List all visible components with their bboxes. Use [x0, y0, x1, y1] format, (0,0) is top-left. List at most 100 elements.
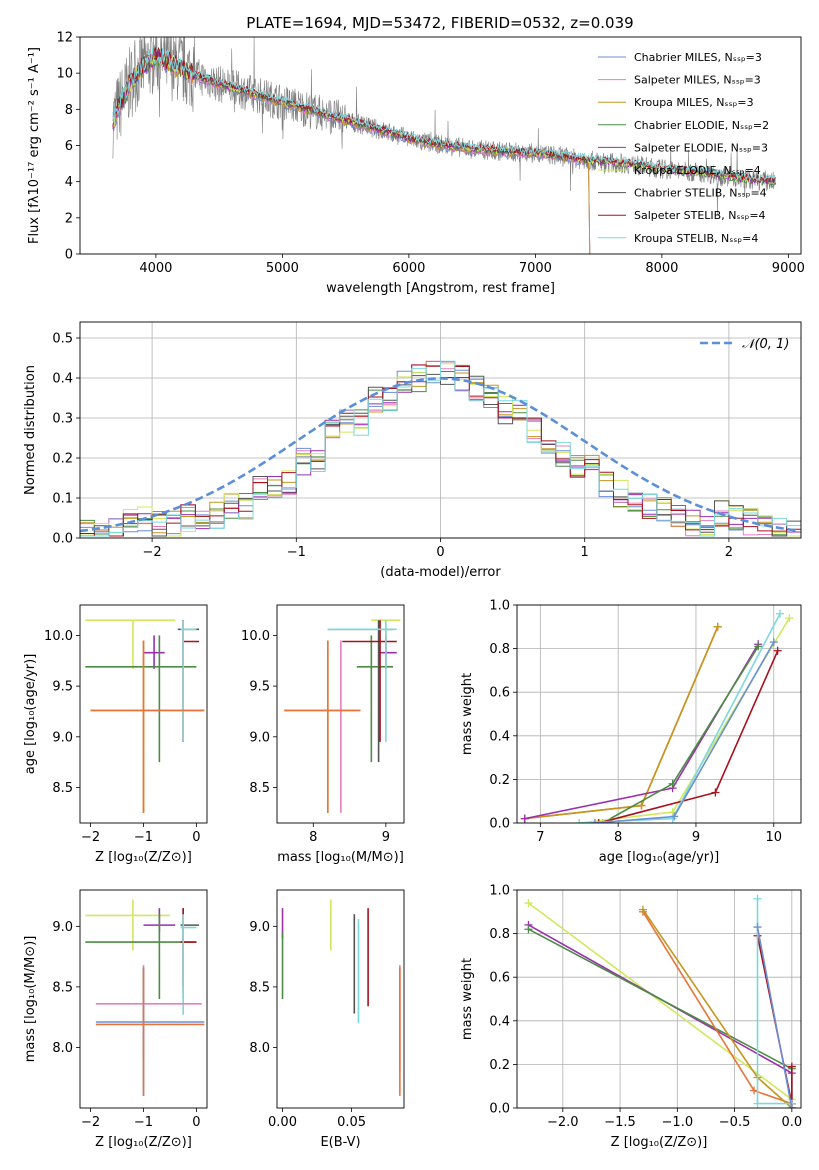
series-marker: [575, 819, 584, 823]
axes-frame: [79, 604, 208, 824]
plot-area: [524, 894, 796, 1108]
x-tick-label: 0.00: [268, 1115, 297, 1130]
y-tick-label: 1.0: [489, 599, 510, 614]
legend-entry: Kroupa STELIB, Nₛₛₚ=4: [634, 232, 758, 245]
x-tick-label: 6000: [392, 261, 425, 276]
y-tick-label: 8.5: [52, 980, 73, 995]
series-marker: [594, 819, 603, 823]
legend-entry: Salpeter ELODIE, Nₛₛₚ=3: [634, 141, 768, 154]
model-line-chabrier-stelib: [112, 52, 777, 184]
series-chabrier-miles: [590, 638, 778, 823]
point-kroupa-stelib: [180, 620, 197, 742]
legend-entry: Chabrier MILES, Nₛₛₚ=3: [634, 51, 762, 64]
x-tick-label: −2: [81, 1115, 100, 1130]
residual-legend: 𝒩(0, 1): [700, 337, 789, 352]
point-chabrier-elodie: [85, 635, 197, 763]
series-marker: [520, 814, 529, 823]
x-tick-label: 1: [581, 545, 589, 560]
x-tick-label: 0: [192, 830, 200, 845]
series-line: [642, 911, 793, 1105]
point-orange: [284, 640, 361, 813]
histogram-chabrier-stelib: [80, 373, 801, 537]
x-axis-label: wavelength [Angstrom, rest frame]: [326, 281, 555, 296]
y-axis-label: age [log₁₀(age/yr)]: [23, 654, 38, 775]
point-salpeter-elodie: [378, 635, 397, 669]
series-marker: [775, 609, 784, 618]
axes-frame: [276, 889, 405, 1109]
model-line-chabrier-miles: [112, 52, 591, 254]
y-tick-label: 0.0: [489, 817, 510, 832]
y-tick-label: 0.0: [52, 532, 73, 547]
y-tick-label: 0.8: [489, 927, 510, 942]
y-tick-label: 0.2: [52, 452, 73, 467]
series-salpeter-elodie: [524, 920, 796, 1108]
point-salpeter-miles: [95, 965, 202, 1060]
point-chabrier-stelib: [177, 620, 200, 742]
point-kroupa-stelib: [327, 620, 397, 742]
x-tick-label: −1.5: [604, 1115, 636, 1130]
plot-area: [85, 899, 205, 1096]
point-orange: [90, 640, 205, 813]
series-marker: [711, 788, 720, 797]
legend-entry: Salpeter STELIB, Nₛₛₚ=4: [634, 209, 766, 222]
x-tick-label: 9000: [772, 261, 805, 276]
series-kroupa-elodie: [524, 899, 796, 1108]
series-marker: [754, 642, 763, 651]
x-axis-label: age [log₁₀(age/yr)]: [599, 850, 720, 865]
y-tick-label: 0: [65, 248, 73, 263]
legend-entry: Salpeter MILES, Nₛₛₚ=3: [634, 74, 761, 87]
x-axis-label: Z [log₁₀(Z/Z⊙)]: [95, 1135, 192, 1150]
point-kroupa-miles: [284, 640, 361, 813]
plot-area: [284, 619, 401, 813]
series-marker: [590, 819, 599, 823]
x-axis-label: (data-model)/error: [380, 565, 501, 580]
y-tick-label: 0.4: [489, 1014, 510, 1029]
series-line: [528, 928, 793, 1108]
y-tick-label: 1.0: [489, 884, 510, 899]
point-chabrier-miles: [95, 967, 205, 1096]
series-salpeter-elodie: [520, 640, 763, 823]
point-kroupa-stelib: [180, 914, 197, 1015]
series-marker: [713, 622, 722, 631]
y-axis-label: mass weight: [460, 958, 475, 1040]
x-tick-label: 0: [192, 1115, 200, 1130]
plot-area: [80, 360, 801, 537]
y-tick-label: 0.8: [489, 642, 510, 657]
axes-frame: [79, 36, 802, 255]
legend-entry: 𝒩(0, 1): [742, 337, 789, 352]
series-line: [602, 645, 759, 823]
x-tick-label: 9: [692, 830, 700, 845]
series-line: [528, 924, 793, 1108]
y-tick-label: 8.5: [249, 980, 270, 995]
series-salpeter-stelib: [594, 646, 782, 823]
y-tick-label: 9.0: [52, 920, 73, 935]
panel-spectrum: 4000 5000 6000 7000 8000 9000 0 2 4 6 8 10 12 wavelen…: [27, 31, 805, 297]
series-marker: [524, 925, 533, 934]
axes-frame: [79, 321, 802, 539]
x-tick-label: 8: [309, 830, 317, 845]
plot-area: [85, 619, 205, 813]
x-tick-label: 7: [536, 830, 544, 845]
y-tick-label: 0.1: [52, 492, 73, 507]
series-line: [642, 909, 793, 1108]
y-tick-label: 0.2: [489, 773, 510, 788]
y-tick-label: 9.5: [249, 680, 270, 695]
y-tick-label: 9.0: [249, 920, 270, 935]
y-tick-label: 0.2: [489, 1058, 510, 1073]
series-marker: [524, 899, 533, 908]
series-marker: [753, 1099, 762, 1108]
y-tick-label: 10.0: [44, 629, 73, 644]
series-kroupa-stelib: [575, 609, 784, 823]
series-marker: [753, 923, 762, 932]
y-tick-label: 9.5: [52, 680, 73, 695]
series-line: [756, 898, 792, 1105]
figure-title: PLATE=1694, MJD=53472, FIBERID=0532, z=0…: [246, 14, 633, 32]
y-tick-label: 9.0: [52, 730, 73, 745]
y-tick-label: 9.0: [249, 730, 270, 745]
y-tick-label: 8.5: [52, 781, 73, 796]
series-marker: [637, 801, 646, 810]
y-tick-label: 2: [65, 211, 73, 226]
x-tick-label: −1: [134, 1115, 153, 1130]
y-tick-label: 0.0: [489, 1102, 510, 1117]
